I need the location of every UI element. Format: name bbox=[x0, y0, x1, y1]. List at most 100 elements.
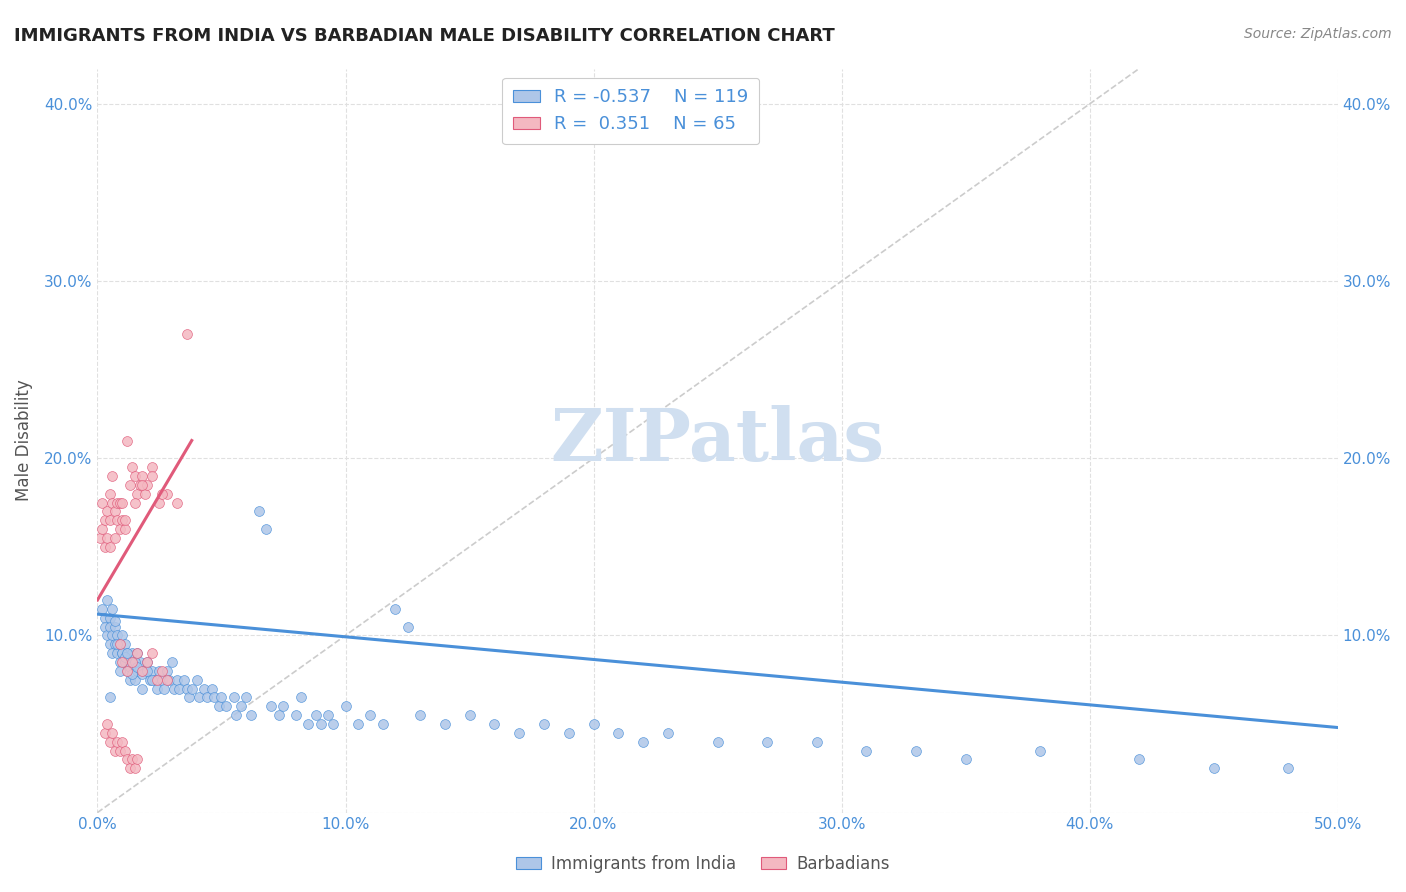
Point bbox=[89, 531, 111, 545]
Point bbox=[105, 646, 128, 660]
Point bbox=[124, 469, 146, 483]
Point bbox=[1029, 743, 1052, 757]
Point bbox=[146, 681, 169, 696]
Point bbox=[297, 717, 319, 731]
Point bbox=[108, 495, 131, 509]
Point bbox=[186, 673, 208, 687]
Y-axis label: Male Disability: Male Disability bbox=[15, 380, 32, 501]
Point bbox=[121, 655, 143, 669]
Point bbox=[215, 699, 238, 714]
Point bbox=[108, 664, 131, 678]
Point bbox=[273, 699, 295, 714]
Point bbox=[127, 664, 149, 678]
Point bbox=[156, 486, 179, 500]
Point bbox=[396, 619, 419, 633]
Point bbox=[101, 726, 124, 740]
Point bbox=[98, 637, 121, 651]
Point bbox=[180, 681, 202, 696]
Point bbox=[91, 495, 114, 509]
Point bbox=[101, 628, 124, 642]
Point bbox=[134, 664, 156, 678]
Point bbox=[101, 469, 124, 483]
Point bbox=[115, 664, 138, 678]
Point bbox=[98, 619, 121, 633]
Point bbox=[855, 743, 877, 757]
Point bbox=[108, 637, 131, 651]
Point bbox=[114, 637, 136, 651]
Point bbox=[115, 646, 138, 660]
Point bbox=[94, 726, 117, 740]
Point bbox=[188, 690, 211, 705]
Point bbox=[127, 646, 149, 660]
Point bbox=[260, 699, 283, 714]
Point bbox=[104, 504, 127, 518]
Point bbox=[91, 602, 114, 616]
Point bbox=[108, 655, 131, 669]
Point bbox=[114, 522, 136, 536]
Point bbox=[136, 664, 159, 678]
Point bbox=[96, 504, 118, 518]
Point bbox=[211, 690, 233, 705]
Point bbox=[150, 664, 173, 678]
Point bbox=[127, 646, 149, 660]
Point bbox=[247, 504, 270, 518]
Point bbox=[94, 610, 117, 624]
Point bbox=[96, 628, 118, 642]
Point bbox=[98, 690, 121, 705]
Point bbox=[115, 664, 138, 678]
Point bbox=[131, 478, 153, 492]
Point bbox=[131, 664, 153, 678]
Point bbox=[115, 646, 138, 660]
Point bbox=[433, 717, 456, 731]
Point bbox=[111, 495, 134, 509]
Point bbox=[141, 664, 163, 678]
Point bbox=[1202, 761, 1225, 775]
Point bbox=[114, 649, 136, 664]
Point bbox=[94, 540, 117, 554]
Point bbox=[756, 734, 779, 748]
Point bbox=[94, 619, 117, 633]
Point bbox=[94, 513, 117, 527]
Point bbox=[166, 673, 188, 687]
Point bbox=[225, 708, 247, 723]
Point bbox=[105, 734, 128, 748]
Legend: Immigrants from India, Barbadians: Immigrants from India, Barbadians bbox=[509, 848, 897, 880]
Point bbox=[305, 708, 328, 723]
Point bbox=[160, 655, 183, 669]
Point bbox=[1277, 761, 1299, 775]
Point bbox=[101, 602, 124, 616]
Point bbox=[231, 699, 253, 714]
Point bbox=[104, 531, 127, 545]
Point bbox=[91, 522, 114, 536]
Point bbox=[104, 614, 127, 628]
Point bbox=[138, 673, 160, 687]
Point bbox=[316, 708, 339, 723]
Point bbox=[458, 708, 481, 723]
Point bbox=[96, 717, 118, 731]
Point bbox=[141, 646, 163, 660]
Point bbox=[335, 699, 357, 714]
Point bbox=[105, 495, 128, 509]
Point bbox=[111, 655, 134, 669]
Point bbox=[235, 690, 257, 705]
Point bbox=[111, 628, 134, 642]
Point bbox=[179, 690, 201, 705]
Point bbox=[108, 637, 131, 651]
Point bbox=[121, 646, 143, 660]
Point bbox=[141, 469, 163, 483]
Point bbox=[134, 486, 156, 500]
Point bbox=[131, 664, 153, 678]
Point bbox=[631, 734, 654, 748]
Point bbox=[322, 717, 344, 731]
Point bbox=[114, 743, 136, 757]
Point bbox=[533, 717, 555, 731]
Point bbox=[124, 495, 146, 509]
Point bbox=[104, 619, 127, 633]
Point bbox=[98, 734, 121, 748]
Point bbox=[136, 655, 159, 669]
Point bbox=[98, 610, 121, 624]
Point bbox=[163, 681, 186, 696]
Point bbox=[290, 690, 312, 705]
Point bbox=[156, 664, 179, 678]
Point bbox=[169, 681, 191, 696]
